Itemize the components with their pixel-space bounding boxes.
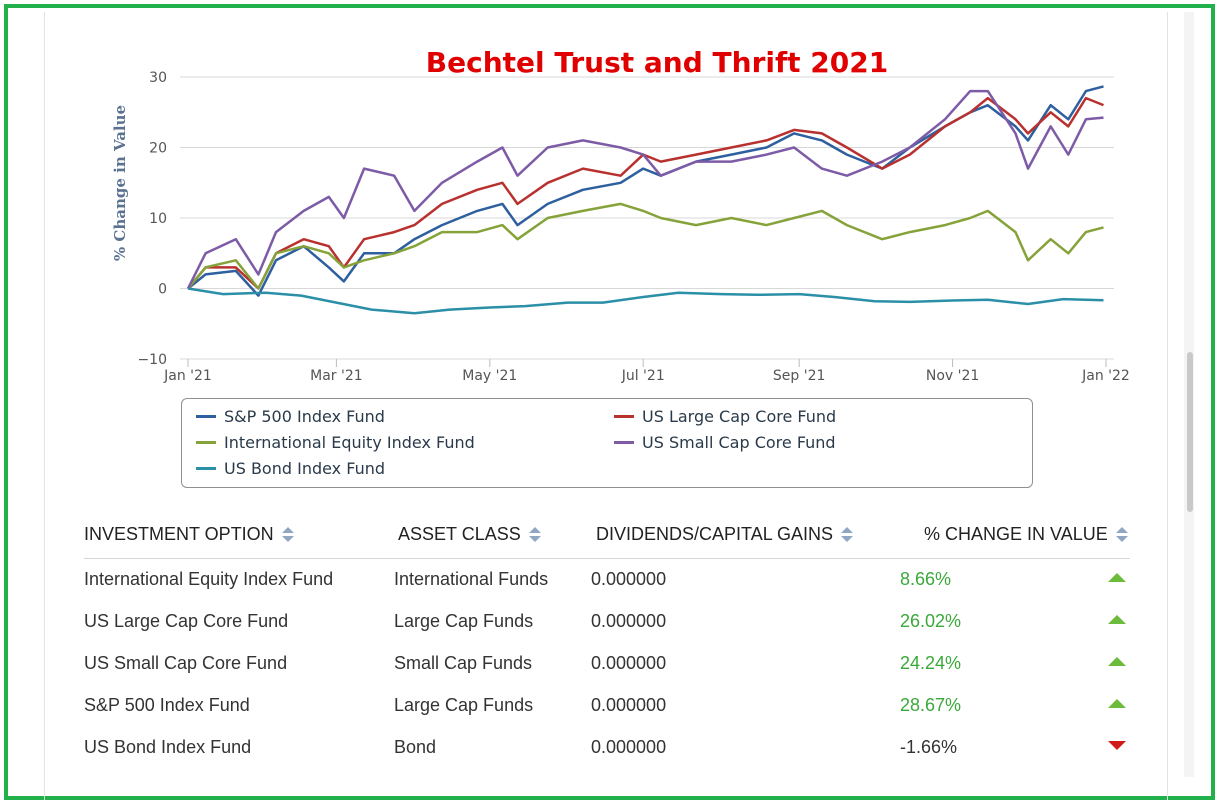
legend-item-international-equity[interactable]: International Equity Index Fund bbox=[196, 433, 475, 452]
x-tick-label: Jan '22 bbox=[1081, 368, 1130, 384]
x-axis-ticks: Jan '21 Mar '21 May '21 Jul '21 Sep '21 Nov '… bbox=[163, 359, 1130, 384]
cell-investment-option: US Large Cap Core Fund bbox=[84, 611, 289, 631]
cell-investment-option: US Small Cap Core Fund bbox=[84, 653, 288, 673]
x-tick-label: Nov '21 bbox=[926, 368, 979, 384]
legend-swatch bbox=[614, 441, 634, 444]
y-tick-label: 10 bbox=[149, 211, 167, 227]
legend-label: S&P 500 Index Fund bbox=[224, 407, 385, 426]
y-axis-label: % Change in Value bbox=[111, 105, 129, 261]
legend-swatch bbox=[196, 415, 216, 418]
table-row[interactable]: S&P 500 Index Fund Large Cap Funds 0.00000… bbox=[84, 685, 1130, 727]
legend-label: International Equity Index Fund bbox=[224, 433, 475, 452]
cell-asset-class: International Funds bbox=[394, 569, 549, 589]
y-tick-label: 20 bbox=[149, 141, 167, 157]
funds-table: INVESTMENT OPTION ASSET CLASS DIVIDENDS/… bbox=[84, 516, 1130, 769]
cell-dividends: 0.000000 bbox=[591, 695, 667, 715]
series-lines bbox=[186, 85, 1104, 315]
cell-change-in-value: 28.67% bbox=[900, 695, 962, 715]
legend-swatch bbox=[196, 467, 216, 470]
x-tick-label: Jan '21 bbox=[163, 368, 212, 384]
chart-title: Bechtel Trust and Thrift 2021 bbox=[426, 46, 888, 79]
legend-swatch bbox=[196, 441, 216, 444]
legend-label: US Small Cap Core Fund bbox=[642, 433, 836, 452]
table-row[interactable]: International Equity Index Fund Internati… bbox=[84, 559, 1130, 601]
cell-investment-option: S&P 500 Index Fund bbox=[84, 695, 250, 715]
header-label: % CHANGE IN VALUE bbox=[924, 524, 1108, 544]
page-frame bbox=[4, 4, 1215, 800]
sort-icon[interactable] bbox=[841, 526, 854, 543]
header-label: INVESTMENT OPTION bbox=[84, 524, 274, 544]
legend-item-us-large-cap[interactable]: US Large Cap Core Fund bbox=[614, 407, 836, 426]
panel-left-border bbox=[44, 12, 45, 800]
series-line-s-p-500-index-fund[interactable] bbox=[187, 85, 1104, 297]
cell-asset-class: Bond bbox=[394, 737, 437, 757]
column-header-asset-class[interactable]: ASSET CLASS bbox=[398, 524, 541, 545]
x-tick-label: Mar '21 bbox=[310, 368, 363, 384]
cell-dividends: 0.000000 bbox=[591, 569, 667, 589]
y-tick-label: 0 bbox=[158, 282, 167, 298]
cell-dividends: 0.000000 bbox=[591, 653, 667, 673]
cell-change-in-value: -1.66% bbox=[900, 737, 958, 757]
cell-investment-option: US Bond Index Fund bbox=[84, 737, 252, 757]
table-row[interactable]: US Bond Index Fund Bond 0.000000 -1.66% bbox=[84, 727, 1130, 769]
x-tick-label: Jul '21 bbox=[621, 368, 665, 384]
legend-label: US Large Cap Core Fund bbox=[642, 407, 837, 426]
x-tick-label: May '21 bbox=[462, 368, 517, 384]
cell-asset-class: Large Cap Funds bbox=[394, 695, 534, 715]
column-header-change-in-value[interactable]: % CHANGE IN VALUE bbox=[924, 524, 1128, 545]
series-line-us-small-cap-core-fund[interactable] bbox=[186, 89, 1104, 290]
line-chart: 30 20 10 0 −10 Jan '21 Mar '21 May '21 Jul '21 S… bbox=[111, 46, 1130, 384]
sort-icon[interactable] bbox=[281, 526, 294, 543]
series-line-international-equity-index-fund[interactable] bbox=[187, 202, 1104, 290]
cell-investment-option: International Equity Index Fund bbox=[84, 569, 334, 589]
cell-change-in-value: 8.66% bbox=[900, 569, 952, 589]
grid-lines bbox=[180, 76, 1114, 360]
arrow-up-icon bbox=[1108, 615, 1126, 624]
column-header-dividends[interactable]: DIVIDENDS/CAPITAL GAINS bbox=[596, 524, 854, 545]
table-body: International Equity Index Fund Internati… bbox=[84, 559, 1130, 769]
scrollbar-thumb[interactable] bbox=[1187, 352, 1193, 512]
sort-icon[interactable] bbox=[528, 526, 541, 543]
cell-change-in-value: 24.24% bbox=[900, 653, 962, 673]
y-tick-label: 30 bbox=[149, 70, 167, 86]
arrow-down-icon bbox=[1108, 741, 1126, 750]
cell-change-in-value: 26.02% bbox=[900, 611, 962, 631]
sort-icon[interactable] bbox=[1115, 526, 1128, 543]
chart-legend: S&P 500 Index Fund US Large Cap Core Fun… bbox=[181, 398, 1033, 488]
cell-dividends: 0.000000 bbox=[591, 737, 667, 757]
cell-asset-class: Small Cap Funds bbox=[394, 653, 533, 673]
series-line-us-bond-index-fund[interactable] bbox=[187, 287, 1104, 315]
legend-item-us-bond[interactable]: US Bond Index Fund bbox=[196, 459, 385, 478]
x-tick-label: Sep '21 bbox=[773, 368, 826, 384]
arrow-up-icon bbox=[1108, 657, 1126, 666]
column-header-investment-option[interactable]: INVESTMENT OPTION bbox=[84, 524, 294, 545]
panel-right-border bbox=[1167, 12, 1168, 800]
arrow-up-icon bbox=[1108, 573, 1126, 582]
y-axis-ticks: 30 20 10 0 −10 bbox=[137, 70, 167, 368]
cell-asset-class: Large Cap Funds bbox=[394, 611, 534, 631]
legend-item-us-small-cap[interactable]: US Small Cap Core Fund bbox=[614, 433, 836, 452]
legend-swatch bbox=[614, 415, 634, 418]
series-line-us-large-cap-core-fund[interactable] bbox=[187, 96, 1104, 290]
y-tick-label: −10 bbox=[137, 352, 167, 368]
header-label: ASSET CLASS bbox=[398, 524, 521, 544]
table-row[interactable]: US Small Cap Core Fund Small Cap Funds 0.0… bbox=[84, 643, 1130, 685]
table-row[interactable]: US Large Cap Core Fund Large Cap Funds 0.0… bbox=[84, 601, 1130, 643]
header-label: DIVIDENDS/CAPITAL GAINS bbox=[596, 524, 834, 544]
table-header-row: INVESTMENT OPTION ASSET CLASS DIVIDENDS/… bbox=[84, 516, 1130, 559]
legend-label: US Bond Index Fund bbox=[224, 459, 385, 478]
legend-item-sp500[interactable]: S&P 500 Index Fund bbox=[196, 407, 385, 426]
arrow-up-icon bbox=[1108, 699, 1126, 708]
cell-dividends: 0.000000 bbox=[591, 611, 667, 631]
